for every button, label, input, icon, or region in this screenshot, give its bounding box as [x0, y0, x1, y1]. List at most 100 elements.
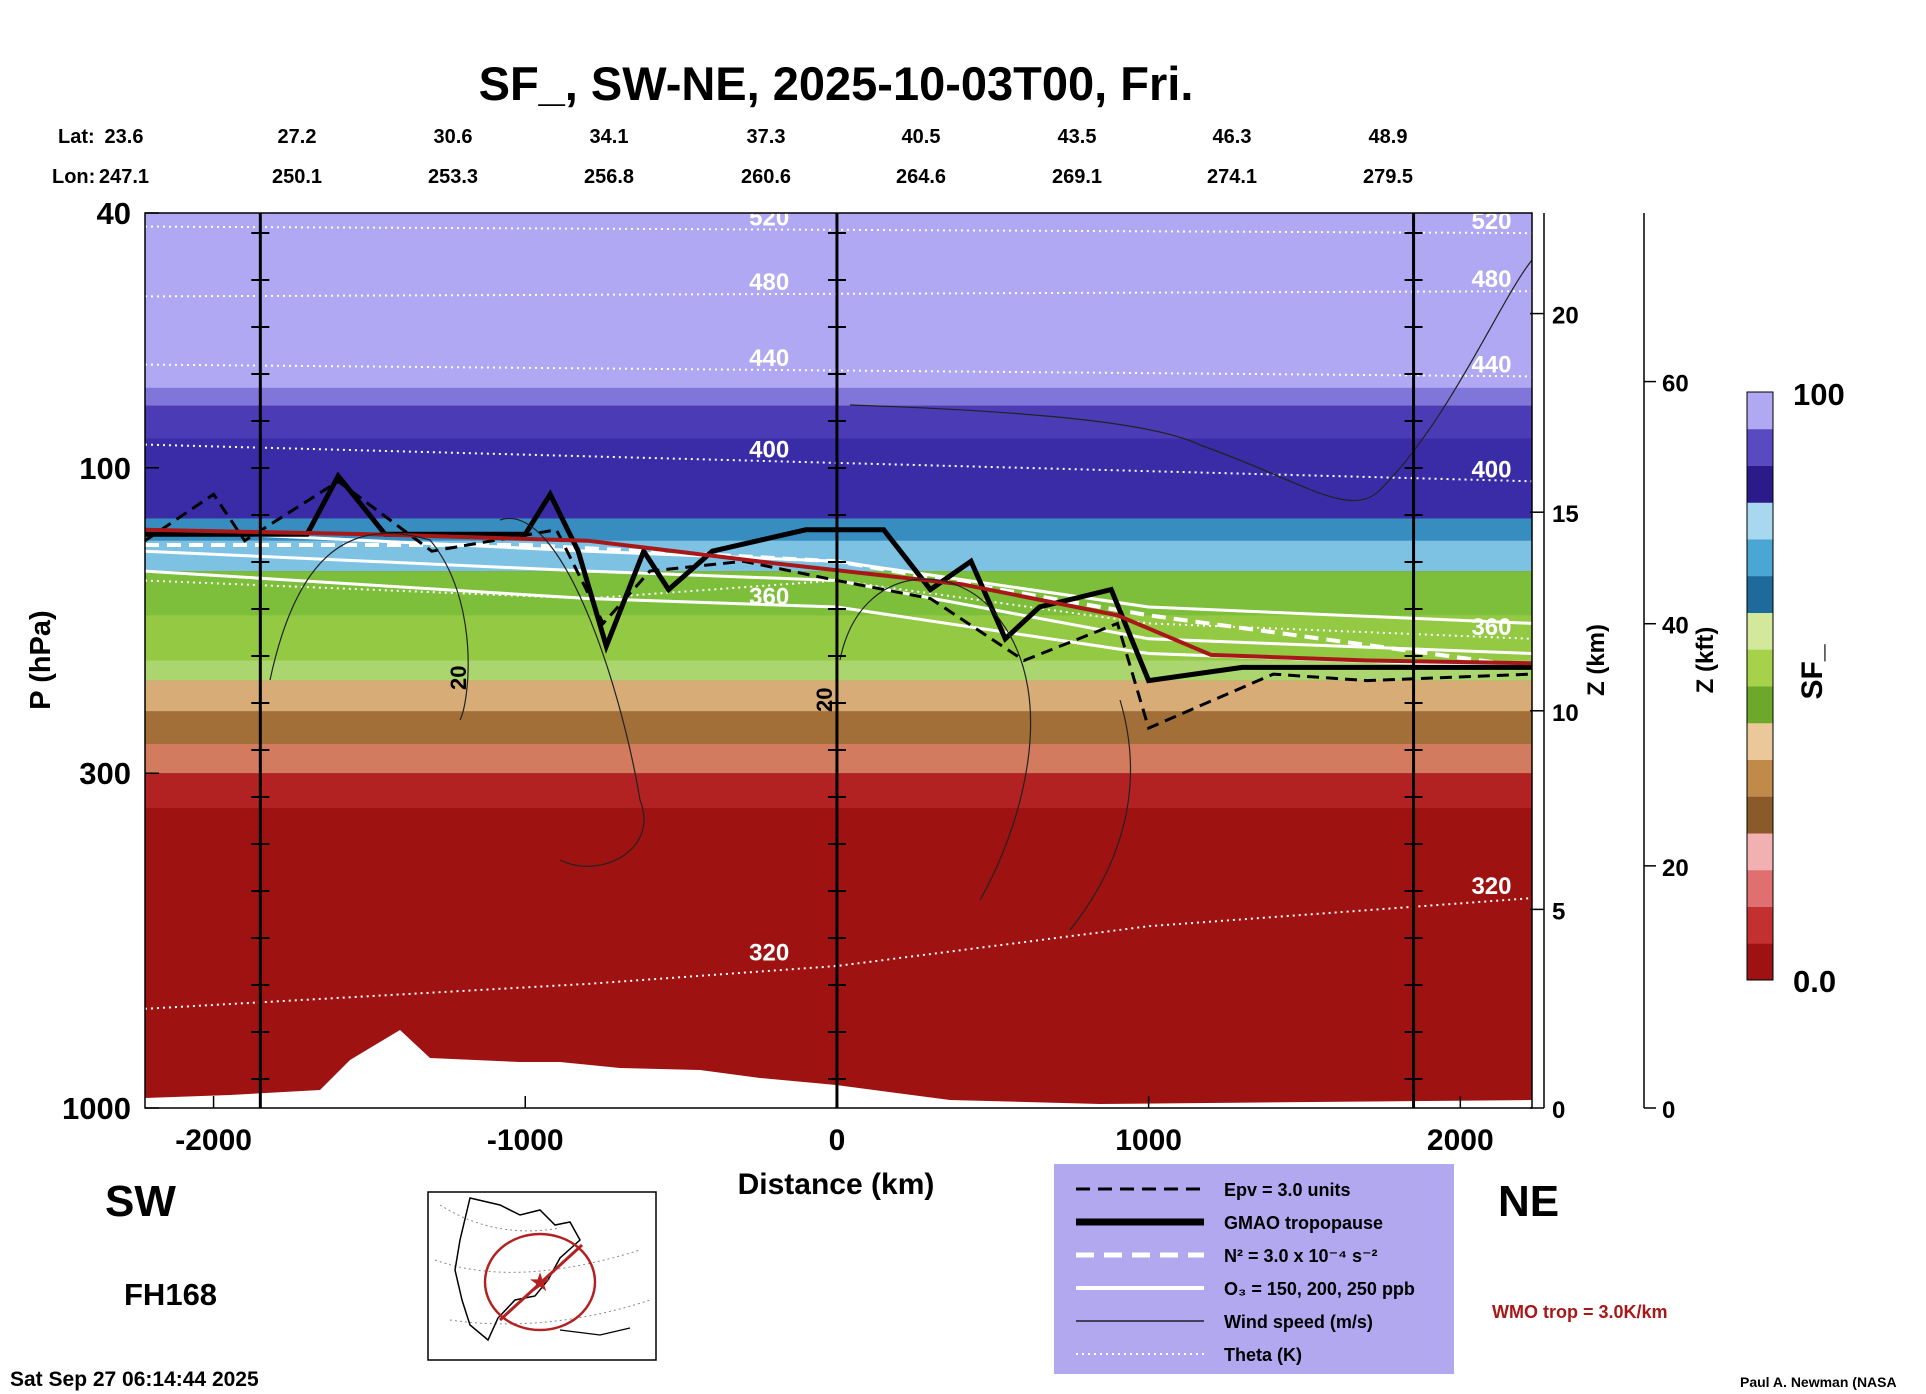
colorbar-segment	[1747, 686, 1773, 724]
credit: Paul A. Newman (NASA	[1740, 1374, 1897, 1390]
y-tick-label: 40	[97, 196, 131, 231]
legend-label: GMAO tropopause	[1224, 1213, 1383, 1233]
y-tick-label: 100	[79, 451, 131, 486]
sf-transition-band	[145, 773, 1532, 809]
wind-contour-label: 20	[812, 688, 837, 712]
plot-area	[145, 213, 1532, 1108]
locator-star-icon: ★	[528, 1267, 551, 1297]
colorbar-segment	[1747, 428, 1773, 466]
z-km-axis-label: Z (km)	[1583, 624, 1610, 696]
z-kft-tick-label: 40	[1662, 613, 1689, 640]
x-tick-label: -1000	[487, 1124, 564, 1157]
lon-value: 256.8	[584, 166, 634, 188]
direction-sw: SW	[105, 1177, 176, 1226]
z-kft-tick-label: 0	[1662, 1097, 1675, 1124]
colorbar-segment	[1747, 906, 1773, 944]
sf-transition-band	[145, 660, 1532, 681]
z-kft-axis: 0 20 40 60	[1643, 213, 1689, 1124]
lat-row-label: Lat:	[58, 126, 95, 148]
colorbar-frame	[1746, 391, 1774, 981]
x-tick-label: 2000	[1427, 1124, 1494, 1157]
lat-value: 48.9	[1369, 126, 1408, 148]
sf-band	[145, 213, 1532, 406]
lon-value: 250.1	[272, 166, 322, 188]
lat-value: 40.5	[902, 126, 941, 148]
lat-value: 43.5	[1058, 126, 1097, 148]
wmo-trop-label: WMO trop = 3.0K/km	[1492, 1302, 1668, 1322]
colorbar-segment	[1747, 722, 1773, 760]
plot-frame	[144, 212, 1533, 1109]
lon-value: 264.6	[896, 166, 946, 188]
colorbar-segment	[1747, 833, 1773, 871]
z-km-tick-label: 15	[1552, 501, 1579, 528]
colorbar-segment	[1747, 612, 1773, 650]
theta-contour-label: 520	[749, 205, 789, 232]
theta-contour	[145, 579, 1532, 640]
lon-value: 260.6	[741, 166, 791, 188]
z-kft-axis-label: Z (kft)	[1692, 627, 1719, 694]
legend-label: O₃ = 150, 200, 250 ppb	[1224, 1279, 1415, 1299]
lat-value: 27.2	[278, 126, 317, 148]
sf-band	[145, 773, 1532, 1108]
lon-row-label: Lon:	[52, 166, 95, 188]
x-axis-label: Distance (km)	[738, 1168, 935, 1201]
colorbar-segment	[1747, 943, 1773, 981]
terrain	[145, 1030, 1532, 1108]
colorbar-segment	[1747, 392, 1773, 430]
timestamp: Sat Sep 27 06:14:44 2025	[10, 1368, 259, 1391]
colorbar-segment	[1747, 539, 1773, 577]
wmo-tropopause	[145, 527, 1532, 666]
theta-contour-label: 320	[749, 939, 789, 966]
sf-transition-band	[145, 680, 1532, 712]
locator-map: ★	[427, 1191, 657, 1361]
lon-value: 247.1	[99, 166, 149, 188]
lat-lon-labels: 23.6 27.2 30.6 34.1 37.3 40.5 43.5 46.3 48.9 247.…	[99, 126, 1413, 188]
z-km-axis: 0 5 10 15 20	[1530, 213, 1579, 1124]
lon-value: 274.1	[1207, 166, 1257, 188]
colorbar	[1746, 391, 1774, 981]
colorbar-segment	[1747, 649, 1773, 687]
x-tick-label: 0	[829, 1124, 846, 1157]
locator-circle	[483, 1232, 597, 1332]
wind-speed-contour	[849, 259, 1532, 502]
y-tick-label: 300	[79, 756, 131, 791]
z-km-tick-label: 5	[1552, 898, 1565, 925]
direction-ne: NE	[1498, 1177, 1559, 1226]
theta-contour-label: 520	[1471, 208, 1511, 235]
lon-value: 269.1	[1052, 166, 1102, 188]
colorbar-max-label: 100	[1793, 377, 1845, 412]
theta-contour	[145, 897, 1532, 1010]
sf-transition-band	[145, 387, 1532, 439]
colorbar-segment	[1747, 502, 1773, 540]
lat-value: 46.3	[1213, 126, 1252, 148]
theta-contour-label: 440	[749, 345, 789, 372]
lat-value: 23.6	[105, 126, 144, 148]
sf-transition-band	[145, 743, 1532, 774]
lon-value: 253.3	[428, 166, 478, 188]
sf-transition-band	[145, 615, 1532, 661]
colorbar-segment	[1747, 869, 1773, 907]
colorbar-segment	[1747, 796, 1773, 834]
y-axis: 40 100 300 1000	[62, 196, 159, 1126]
theta-contour-label: 400	[1471, 456, 1511, 483]
z-km-tick-label: 20	[1552, 303, 1579, 330]
wind-contour-label: 20	[446, 666, 471, 690]
forecast-hour: FH168	[124, 1277, 217, 1312]
lon-value: 279.5	[1363, 166, 1413, 188]
wind-speed-contour	[269, 517, 1132, 931]
colorbar-segment	[1747, 575, 1773, 613]
lat-value: 37.3	[747, 126, 786, 148]
x-axis: -2000 -1000 0 1000 2000	[175, 1096, 1494, 1157]
sf-transition-band	[145, 711, 1532, 744]
legend-label: Epv = 3.0 units	[1224, 1180, 1351, 1200]
north-america-outline	[454, 1197, 581, 1342]
locator-section-line	[498, 1243, 584, 1322]
theta-contour-label: 360	[1471, 614, 1511, 641]
theta-contour-label: 320	[1471, 873, 1511, 900]
z-kft-tick-label: 20	[1662, 855, 1689, 882]
x-tick-label: -2000	[175, 1124, 252, 1157]
y-tick-label: 1000	[62, 1091, 131, 1126]
x-tick-label: 1000	[1115, 1124, 1182, 1157]
y-axis-label: P (hPa)	[25, 610, 57, 709]
